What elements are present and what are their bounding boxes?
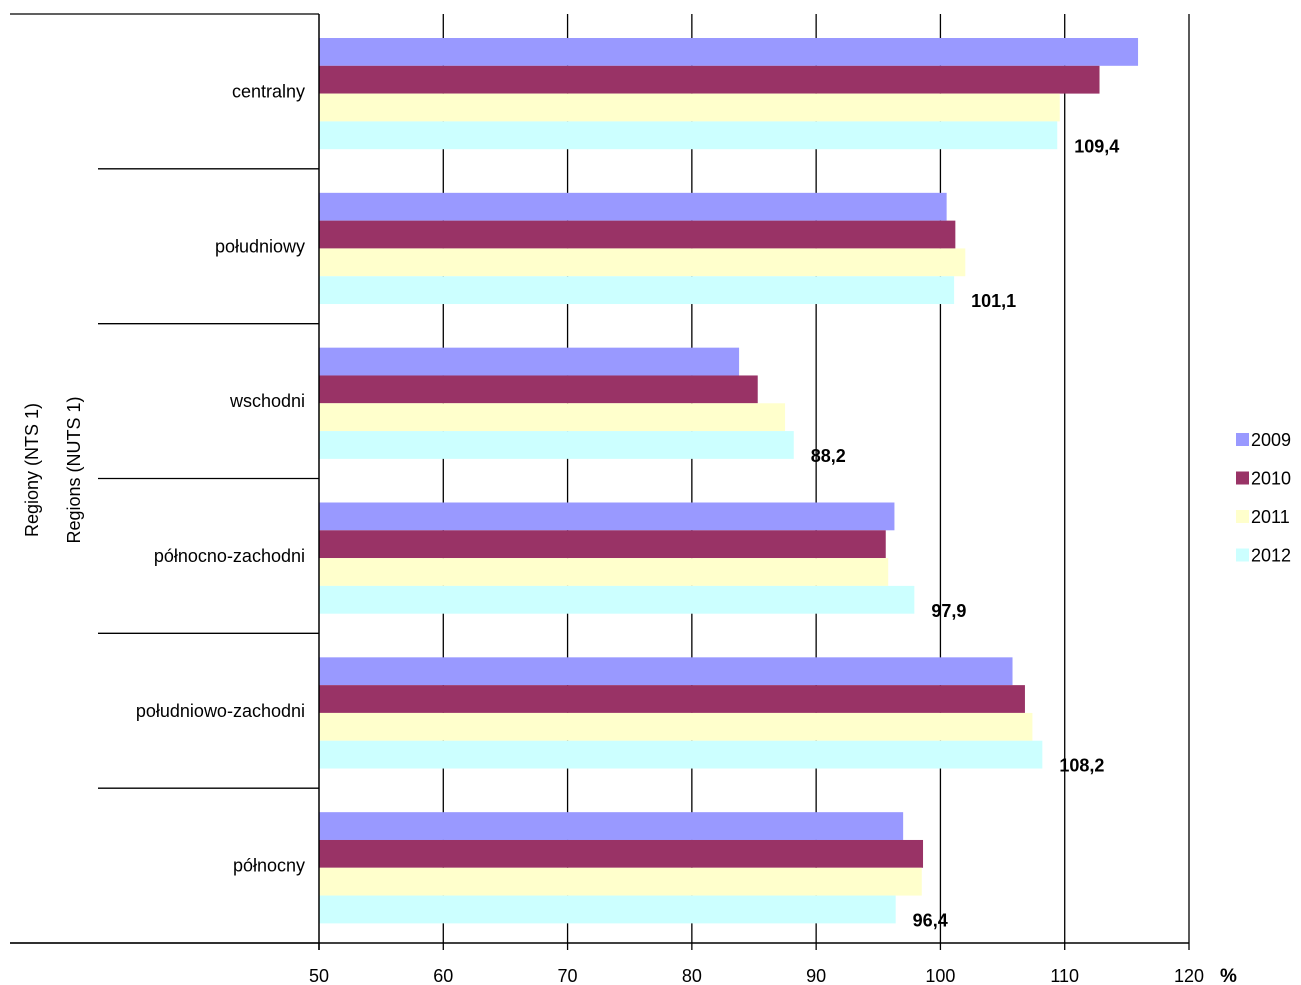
category-label: centralny — [232, 81, 305, 101]
bar-2012 — [319, 895, 896, 924]
legend-swatch-2011 — [1236, 510, 1249, 523]
x-tick-label: 110 — [1050, 966, 1079, 985]
x-tick-label: 80 — [682, 966, 702, 985]
legend-label: 2011 — [1251, 507, 1290, 527]
gridlines — [318, 14, 1190, 950]
data-label: 88,2 — [811, 446, 846, 466]
bar-2012 — [319, 276, 955, 305]
legend-label: 2010 — [1251, 469, 1291, 489]
data-label: 97,9 — [931, 601, 966, 621]
bar-2009 — [319, 347, 740, 376]
bar-2009 — [319, 38, 1139, 66]
bar-2011 — [319, 403, 786, 432]
category-label: północny — [233, 856, 305, 876]
bar-2010 — [319, 685, 1025, 713]
bar-2011 — [319, 248, 966, 277]
x-tick-labels: 50 60 70 80 90 100 110 120 — [309, 966, 1204, 985]
bar-2009 — [319, 657, 1013, 686]
bar-2011 — [319, 93, 1060, 122]
bar-2009 — [319, 192, 947, 221]
bar-2009 — [319, 812, 904, 840]
bar-2011 — [319, 558, 889, 586]
data-label: 108,2 — [1059, 756, 1104, 776]
data-label: 101,1 — [971, 291, 1016, 311]
bar-2010 — [319, 65, 1100, 94]
data-label: 109,4 — [1074, 136, 1119, 156]
y-axis-label-pl: Regiony (NTS 1) — [22, 403, 42, 537]
bar-2012 — [319, 431, 794, 459]
legend: 2009 2010 2011 2012 — [1236, 430, 1291, 566]
x-tick-label: 100 — [925, 966, 955, 985]
x-tick-label: 120 — [1174, 966, 1204, 985]
bar-2010 — [319, 839, 924, 868]
x-tick-label: 90 — [806, 966, 826, 985]
category-label: północno-zachodni — [154, 546, 305, 566]
bar-2011 — [319, 712, 1033, 741]
legend-swatch-2012 — [1236, 548, 1249, 562]
data-label: 96,4 — [913, 910, 948, 930]
axes — [10, 14, 1189, 950]
category-label: wschodni — [229, 391, 305, 411]
category-label: południowy — [215, 236, 305, 256]
x-tick-label: 60 — [433, 966, 453, 985]
bar-2011 — [319, 867, 922, 896]
bar-2012 — [319, 121, 1058, 150]
x-tick-label: 50 — [309, 966, 329, 985]
bars — [319, 38, 1139, 924]
x-tick-label: 70 — [558, 966, 578, 985]
legend-swatch-2010 — [1236, 471, 1249, 485]
legend-label: 2009 — [1251, 430, 1291, 450]
category-separators — [10, 13, 319, 944]
legend-label: 2012 — [1251, 546, 1291, 566]
bar-2010 — [319, 530, 886, 559]
category-label: południowo-zachodni — [136, 701, 305, 721]
x-unit-label: % — [1220, 966, 1237, 985]
bar-2012 — [319, 585, 915, 614]
category-labels: centralny południowy wschodni północno-zach… — [136, 81, 305, 875]
bar-2010 — [319, 220, 956, 249]
data-labels: 109,4 101,1 88,2 97,9 108,2 96,4 — [811, 136, 1120, 930]
bar-2009 — [319, 502, 895, 531]
legend-swatch-2009 — [1236, 433, 1249, 446]
bar-2012 — [319, 740, 1043, 769]
y-axis-label-en: Regions (NUTS 1) — [64, 396, 84, 543]
bar-2010 — [319, 375, 758, 404]
